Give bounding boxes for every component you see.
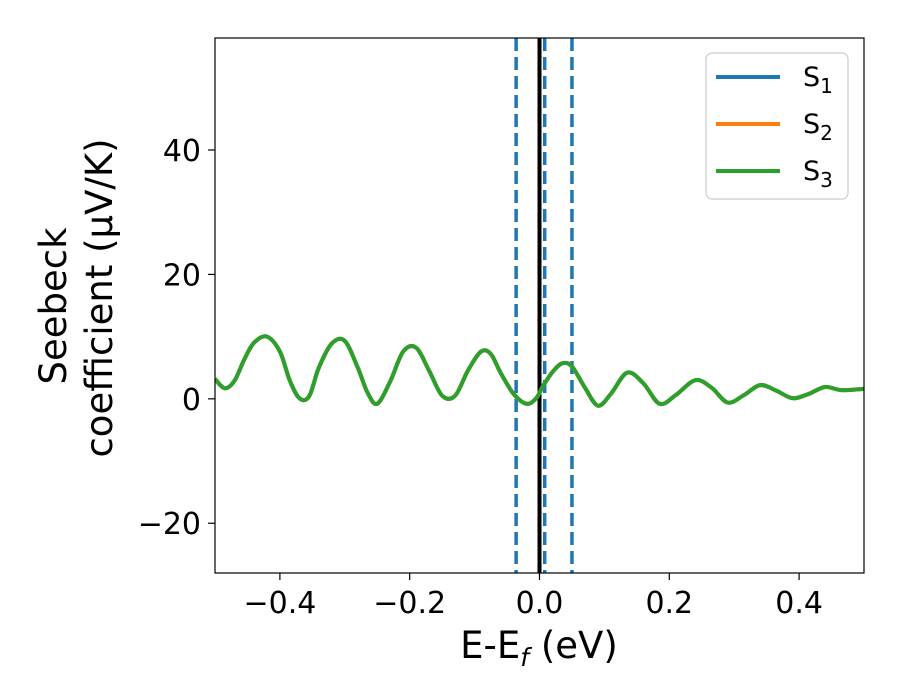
series-layer — [215, 334, 864, 408]
y-tick-label: 40 — [163, 134, 201, 169]
x-axis-label: E-Ef (eV) — [460, 624, 618, 672]
x-tick-label: 0.4 — [775, 586, 823, 621]
legend-label-1: S1 — [803, 62, 833, 98]
y-tick-label: 20 — [163, 258, 201, 293]
x-axis-ticks: −0.4 −0.2 0.0 0.2 0.4 — [243, 573, 823, 621]
legend-label-2: S2 — [803, 109, 833, 145]
vertical-reference-lines — [514, 38, 574, 573]
x-tick-label: −0.2 — [373, 586, 446, 621]
x-axis-label-main: E-E — [460, 624, 520, 667]
y-axis-label: Seebeck coefficient (μV/K) — [32, 138, 121, 457]
y-axis-ticks: −20 0 20 40 — [138, 134, 215, 542]
y-tick-label: −20 — [138, 507, 201, 542]
legend-label-3: S3 — [803, 156, 833, 192]
legend: S1 S2 S3 — [705, 52, 849, 200]
y-axis-label-line2: coefficient (μV/K) — [78, 138, 121, 457]
x-tick-label: 0.0 — [516, 586, 564, 621]
x-tick-label: −0.4 — [243, 586, 316, 621]
x-axis-label-unit: (eV) — [529, 624, 618, 667]
x-tick-label: 0.2 — [645, 586, 693, 621]
y-tick-label: 0 — [182, 383, 201, 418]
series-line-3 — [215, 334, 864, 408]
y-axis-label-line1: Seebeck — [32, 227, 75, 385]
